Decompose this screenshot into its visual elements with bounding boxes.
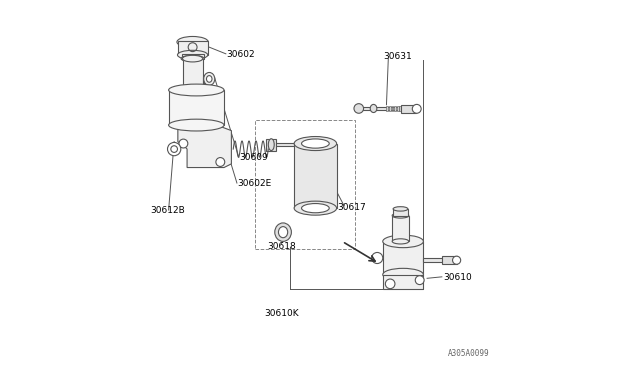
Bar	[383, 275, 424, 289]
Bar	[442, 256, 456, 264]
Ellipse shape	[177, 50, 208, 60]
Ellipse shape	[182, 55, 203, 62]
Ellipse shape	[392, 213, 409, 218]
Bar	[357, 107, 401, 110]
Ellipse shape	[182, 87, 203, 93]
Bar	[168, 90, 224, 125]
Ellipse shape	[177, 36, 208, 48]
Circle shape	[452, 256, 461, 264]
Bar	[393, 209, 408, 215]
Bar	[394, 106, 396, 112]
Circle shape	[216, 158, 225, 166]
Bar	[392, 215, 408, 241]
Text: 30618: 30618	[267, 242, 296, 251]
Text: A305A0099: A305A0099	[448, 349, 490, 358]
Ellipse shape	[301, 139, 329, 148]
Circle shape	[179, 139, 188, 148]
Bar	[255, 119, 355, 249]
Circle shape	[412, 105, 421, 113]
Ellipse shape	[294, 201, 337, 215]
Bar	[178, 41, 208, 55]
Text: 30612B: 30612B	[150, 206, 185, 215]
Text: 30609: 30609	[239, 153, 268, 163]
Ellipse shape	[294, 137, 337, 151]
Ellipse shape	[275, 223, 291, 241]
Ellipse shape	[393, 207, 408, 211]
Bar	[182, 59, 203, 90]
Circle shape	[372, 253, 383, 263]
Ellipse shape	[383, 235, 424, 248]
Bar	[387, 106, 388, 112]
Ellipse shape	[268, 139, 274, 151]
Circle shape	[168, 142, 181, 156]
Ellipse shape	[370, 105, 377, 112]
Ellipse shape	[207, 76, 212, 82]
Bar	[389, 106, 391, 112]
Ellipse shape	[383, 268, 424, 281]
Circle shape	[415, 276, 424, 285]
Text: 30602: 30602	[226, 50, 255, 59]
Bar	[397, 106, 399, 112]
Bar	[266, 139, 276, 151]
Ellipse shape	[181, 55, 204, 62]
Text: 30617: 30617	[337, 203, 366, 212]
Bar	[401, 105, 416, 113]
Circle shape	[385, 279, 395, 289]
Text: 30610K: 30610K	[264, 309, 298, 318]
Ellipse shape	[204, 73, 215, 86]
Ellipse shape	[168, 119, 224, 131]
Bar	[383, 241, 424, 275]
Bar	[203, 77, 211, 83]
Text: 30631: 30631	[383, 52, 412, 61]
Bar	[392, 106, 394, 112]
Text: 30602E: 30602E	[237, 179, 272, 188]
Text: 30610: 30610	[443, 273, 472, 282]
Bar	[399, 106, 401, 112]
Ellipse shape	[392, 239, 409, 244]
Bar	[270, 143, 296, 146]
Bar	[294, 144, 337, 208]
Polygon shape	[178, 125, 232, 167]
Ellipse shape	[278, 227, 288, 238]
Bar	[424, 258, 444, 262]
Ellipse shape	[301, 203, 329, 213]
Ellipse shape	[168, 84, 224, 96]
Circle shape	[354, 104, 364, 113]
Bar	[182, 54, 204, 59]
